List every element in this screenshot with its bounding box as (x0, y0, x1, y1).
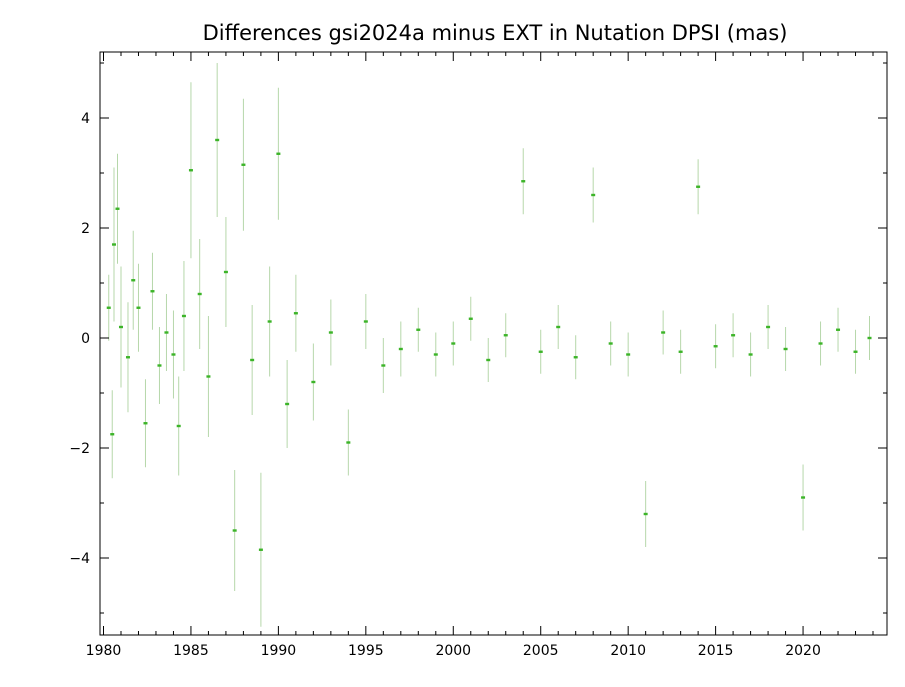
chart-title: Differences gsi2024a minus EXT in Nutati… (203, 21, 788, 45)
data-point (538, 350, 543, 353)
data-point (197, 292, 202, 296)
data-point (206, 375, 211, 378)
data-point (783, 347, 788, 351)
point-layer (106, 138, 872, 551)
y-tick-label: −4 (69, 551, 90, 567)
data-point (556, 325, 561, 329)
data-point (731, 334, 736, 337)
data-point (696, 185, 701, 188)
data-point (521, 180, 526, 183)
data-point (503, 334, 508, 337)
data-point (416, 328, 421, 331)
x-tick-label: 2005 (523, 643, 559, 659)
data-point (766, 325, 771, 329)
y-tick-label: −2 (69, 441, 90, 457)
data-point (678, 350, 683, 353)
data-point (136, 306, 141, 309)
data-point (486, 358, 491, 362)
data-point (748, 353, 753, 356)
data-point (115, 207, 120, 210)
data-point (867, 336, 872, 340)
data-point (398, 347, 403, 351)
data-point (164, 331, 169, 334)
data-point (346, 441, 351, 444)
x-tick-label: 2015 (698, 643, 734, 659)
data-point (276, 152, 281, 155)
y-tick-label: 0 (81, 331, 90, 347)
data-point (381, 364, 386, 367)
x-tick-label: 1985 (173, 643, 209, 659)
data-point (157, 364, 162, 367)
data-point (713, 345, 718, 348)
x-axis: 1980 1985 1990 1995 2000 2005 2010 2015 2020 (86, 52, 874, 659)
data-point (311, 380, 316, 384)
x-tick-label: 2020 (785, 643, 821, 659)
data-point (258, 548, 263, 551)
data-point (853, 350, 858, 353)
data-point (818, 342, 823, 345)
x-tick-label: 1980 (86, 643, 122, 659)
data-point (250, 358, 255, 362)
data-point (131, 279, 136, 282)
data-point (215, 138, 220, 142)
data-point (801, 496, 806, 499)
x-tick-label: 2000 (435, 643, 471, 659)
data-point (125, 356, 130, 359)
data-point (433, 353, 438, 356)
data-point (223, 270, 228, 274)
data-point (293, 312, 298, 315)
data-point (267, 320, 272, 323)
x-tick-label: 1990 (261, 643, 297, 659)
y-axis: −4 −2 0 2 4 (69, 62, 887, 614)
data-point (241, 163, 246, 166)
data-point (118, 325, 123, 329)
data-point (106, 306, 111, 309)
data-point (608, 342, 613, 345)
data-point (111, 243, 116, 246)
errorbar-layer (108, 63, 871, 627)
data-point (188, 169, 193, 172)
data-point (643, 512, 648, 516)
y-tick-label: 4 (81, 111, 90, 127)
data-point (328, 331, 333, 334)
data-point (110, 433, 115, 436)
data-point (232, 529, 237, 532)
data-point (836, 328, 841, 331)
y-tick-label: 2 (81, 221, 90, 237)
data-point (661, 331, 666, 334)
data-point (181, 314, 186, 318)
data-point (451, 342, 456, 345)
data-point (143, 422, 148, 425)
x-tick-label: 2010 (610, 643, 646, 659)
data-point (573, 356, 578, 359)
data-point (285, 402, 290, 406)
data-point (150, 290, 155, 293)
data-point (626, 353, 631, 356)
x-tick-label: 1995 (348, 643, 384, 659)
data-point (363, 320, 368, 323)
data-point (468, 317, 473, 320)
data-point (176, 424, 181, 428)
data-point (591, 193, 596, 197)
plot-frame (99, 51, 888, 636)
data-point (171, 353, 176, 356)
